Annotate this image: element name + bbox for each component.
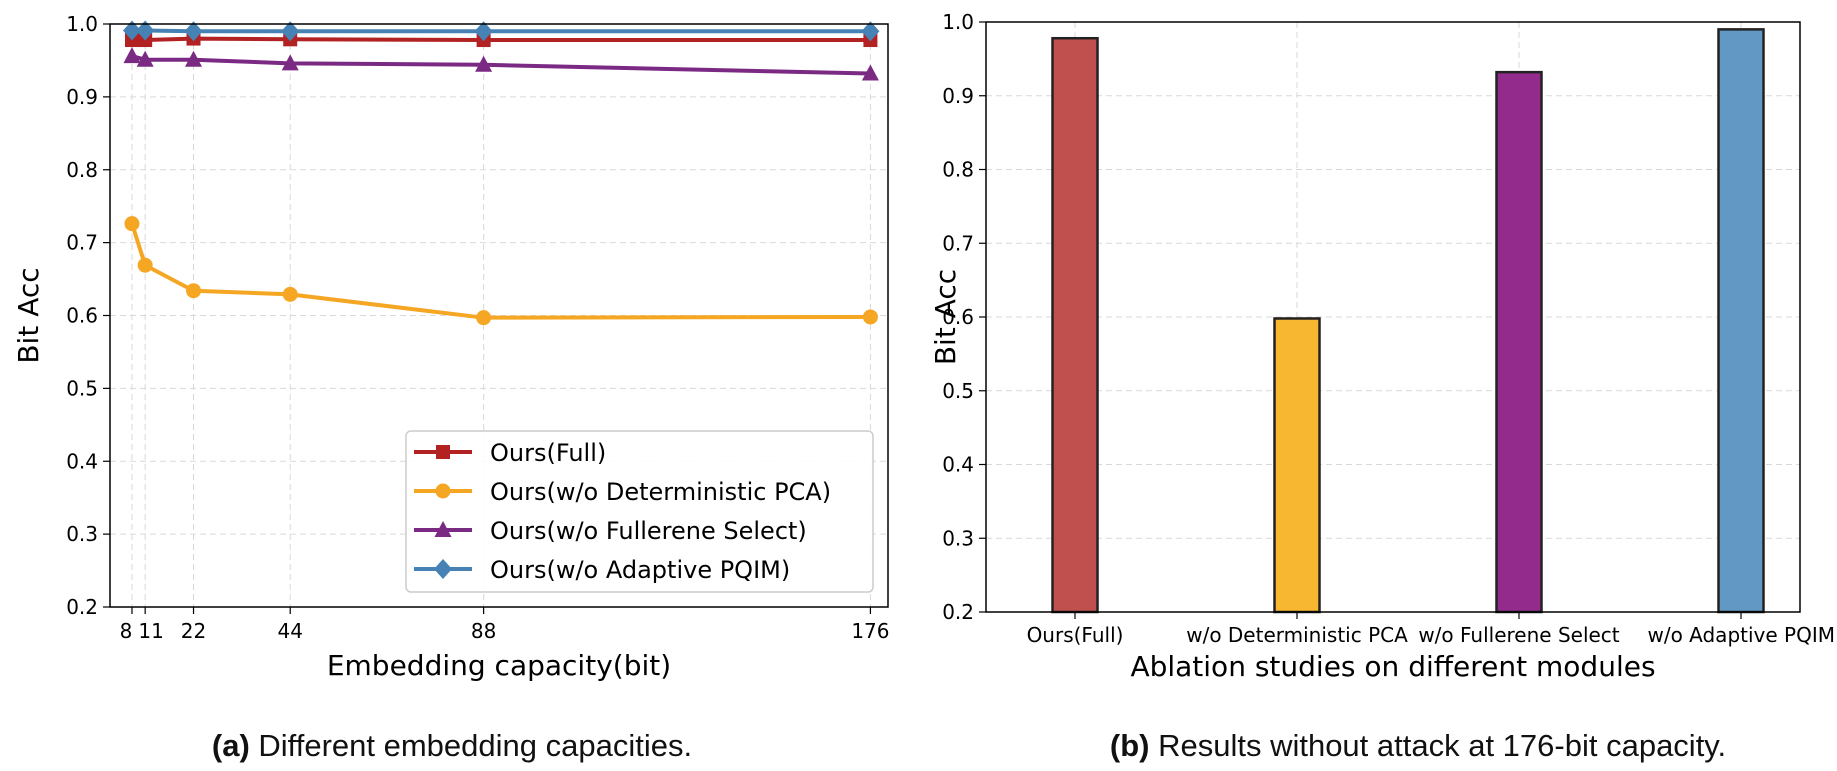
y-tick-label: 0.7 <box>942 231 974 255</box>
series-line <box>131 36 871 43</box>
y-tick-label: 0.4 <box>66 449 98 473</box>
series-2 <box>123 47 879 81</box>
series-line <box>131 54 871 76</box>
data-point <box>184 21 203 42</box>
y-tick-label: 0.8 <box>66 158 98 182</box>
data-point <box>186 283 202 299</box>
y-tick-label: 0.9 <box>942 84 974 108</box>
data-point <box>282 286 298 302</box>
y-tick-label: 0.2 <box>66 595 98 619</box>
x-tick-label: 11 <box>138 619 163 643</box>
legend-label: Ours(Full) <box>490 439 606 467</box>
legend-label: Ours(w/o Adaptive PQIM) <box>490 556 790 584</box>
caption-b-text: Results without attack at 176-bit capaci… <box>1149 728 1727 763</box>
bar <box>1051 36 1099 614</box>
data-point <box>475 55 493 72</box>
y-tick-label: 0.6 <box>942 305 974 329</box>
left-line-chart: 0.2 0.3 0.4 0.5 0.6 0.7 0.8 0.9 1.0 8 11 22 44 88 176 E… <box>12 12 890 682</box>
data-point <box>861 64 879 81</box>
y-axis-label: Bit Acc <box>12 267 45 363</box>
data-point <box>185 50 203 67</box>
series-0 <box>124 31 878 48</box>
y-tick-label: 0.6 <box>66 304 98 328</box>
x-tick-label: 88 <box>471 619 496 643</box>
legend-marker <box>435 483 451 499</box>
caption-a: (a) Different embedding capacities. <box>212 728 692 764</box>
y-tick-label: 0.3 <box>66 522 98 546</box>
data-point <box>476 310 492 326</box>
x-tick-label: w/o Deterministic PCA <box>1186 623 1408 647</box>
y-tick-label: 0.2 <box>942 600 974 624</box>
series-line <box>131 28 871 34</box>
bar <box>1717 28 1765 614</box>
legend-label: Ours(w/o Fullerene Select) <box>490 517 807 545</box>
legend-marker <box>434 521 452 537</box>
y-tick-label: 0.3 <box>942 526 974 550</box>
caption-b: (b) Results without attack at 176-bit ca… <box>1110 728 1726 764</box>
right-bar-chart: 0.2 0.3 0.4 0.5 0.6 0.7 0.8 0.9 1.0 Ours(Full) w/o… <box>929 10 1835 683</box>
data-point <box>136 50 154 67</box>
bar <box>1273 317 1321 614</box>
y-tick-label: 1.0 <box>942 10 974 34</box>
y-tick-label: 0.7 <box>66 231 98 255</box>
x-axis-label: Ablation studies on different modules <box>1130 650 1655 683</box>
plot-frame <box>109 23 889 608</box>
x-tick-label: w/o Adaptive PQIM <box>1647 623 1835 647</box>
y-tick-label: 0.8 <box>942 158 974 182</box>
data-point <box>281 54 299 71</box>
caption-a-text: Different embedding capacities. <box>249 728 693 763</box>
x-tick-label: 44 <box>277 619 302 643</box>
x-tick-label: w/o Fullerene Select <box>1418 623 1619 647</box>
plot-frame <box>985 21 1801 613</box>
y-axis-label: Bit Acc <box>929 269 962 365</box>
data-point <box>124 216 140 232</box>
x-axis-label: Embedding capacity(bit) <box>327 649 671 682</box>
caption-b-label: (b) <box>1109 728 1150 763</box>
legend: Ours(Full) Ours(w/o Deterministic PCA) Our… <box>405 430 874 593</box>
data-point <box>123 47 141 64</box>
bar <box>1495 70 1543 614</box>
y-tick-label: 0.4 <box>942 453 974 477</box>
x-tick-label: 8 <box>120 619 133 643</box>
legend-label: Ours(w/o Deterministic PCA) <box>490 478 831 506</box>
data-point <box>136 20 155 41</box>
caption-a-label: (a) <box>211 728 250 763</box>
legend-box <box>405 430 874 593</box>
data-point <box>122 20 141 41</box>
y-tick-label: 0.5 <box>942 379 974 403</box>
data-point <box>862 309 878 325</box>
legend-marker <box>434 559 452 579</box>
x-tick-label: 176 <box>851 619 889 643</box>
y-tick-label: 1.0 <box>66 12 98 36</box>
data-point <box>474 21 493 42</box>
y-tick-label: 0.9 <box>66 85 98 109</box>
series-3 <box>122 20 880 42</box>
data-point <box>861 21 880 42</box>
data-point <box>137 257 153 273</box>
series-1 <box>124 216 878 326</box>
y-tick-label: 0.5 <box>66 376 98 400</box>
data-point <box>281 21 300 42</box>
x-tick-label: Ours(Full) <box>1027 623 1124 647</box>
x-tick-label: 22 <box>181 619 206 643</box>
legend-marker <box>436 445 450 459</box>
series-line <box>130 223 871 320</box>
